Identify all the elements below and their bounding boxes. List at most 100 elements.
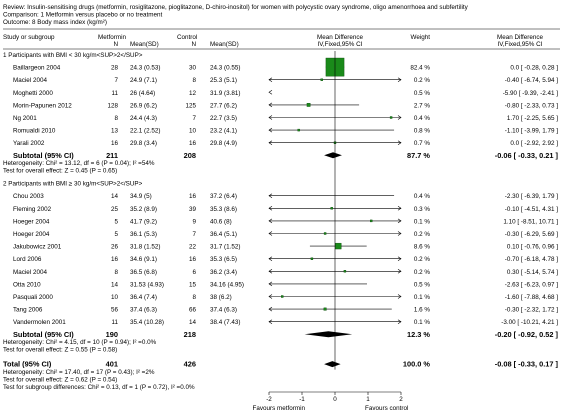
study-row-1-5-n-control: 7 <box>192 115 196 122</box>
study-row-2-8-meansd-experimental: 31.53 (4.93) <box>130 281 164 288</box>
outcome-title: Outcome: 8 Body mass index (kg/m²) <box>3 19 107 26</box>
study-row-2-5-n-control: 22 <box>189 244 197 251</box>
study-column-header: Study or subgroup <box>3 34 55 41</box>
study-row-2-2-left-arrow <box>268 206 273 211</box>
study-row-2-1-weight: 0.4 % <box>414 193 431 200</box>
subtotal-1-diamond <box>324 152 342 159</box>
study-row-2-10-effect-box <box>323 307 327 311</box>
md-ci-column-header: Mean Difference <box>497 34 544 41</box>
subtotal-2-overall-effect: Test for overall effect: Z = 0.55 (P = 0… <box>3 347 117 354</box>
study-row-1-2-left-arrow <box>268 77 273 82</box>
study-row-1-5-n-experimental: 8 <box>114 115 118 122</box>
study-row-1-6-effect-box <box>297 128 300 132</box>
study-row-2-11-name: Vandermolen 2001 <box>13 319 66 326</box>
x-axis-tick-label-0: -2 <box>266 396 272 403</box>
study-row-2-9-meansd-control: 38 (6.2) <box>210 294 232 301</box>
study-row-1-4-left-arrow <box>268 102 273 108</box>
study-row-2-6-weight: 0.2 % <box>414 256 431 263</box>
study-row-2-8-n-control: 15 <box>189 281 197 288</box>
total-n-experimental: 401 <box>106 360 118 369</box>
study-row-1-7-md-ci: 0.0 [ -2.92, 2.92 ] <box>510 140 558 147</box>
study-row-2-10-meansd-experimental: 37.4 (6.3) <box>130 307 157 314</box>
study-row-2-4-name: Hoeger 2004 <box>13 231 50 238</box>
control-group-header: Control <box>177 34 197 41</box>
study-row-2-6-n-control: 16 <box>189 256 197 263</box>
study-row-1-7-n-experimental: 16 <box>111 140 119 147</box>
study-row-1-5-effect-box <box>389 116 393 119</box>
study-row-2-6-meansd-experimental: 34.6 (9.1) <box>130 256 157 263</box>
study-row-2-4-meansd-experimental: 36.1 (5.3) <box>130 231 157 238</box>
study-row-2-6-n-experimental: 16 <box>111 256 119 263</box>
study-row-1-2-name: Maciel 2004 <box>13 77 47 84</box>
subtotal-1-n-experimental: 211 <box>106 151 118 160</box>
study-row-2-7-meansd-control: 36.2 (3.4) <box>210 269 237 276</box>
study-row-1-7-n-control: 16 <box>189 140 197 147</box>
study-row-2-10-name: Tang 2006 <box>13 307 43 314</box>
column-headers: Study or subgroup Metformin N Mean(SD) C… <box>3 28 560 50</box>
study-row-2-6-name: Lord 2006 <box>13 256 42 263</box>
subtotal-2-weight: 12.3 % <box>407 330 430 339</box>
study-row-2-4-n-control: 7 <box>192 231 196 238</box>
total-weight: 100.0 % <box>403 360 431 369</box>
study-row-2-3-n-experimental: 5 <box>114 218 118 225</box>
study-row-2-2-name: Fleming 2002 <box>13 206 52 213</box>
study-row-2-9-n-experimental: 10 <box>111 294 119 301</box>
study-row-2-6-right-arrow <box>397 256 402 261</box>
study-row-2-1-name: Chou 2003 <box>13 193 44 200</box>
study-row-1-3-left-arrow <box>268 90 273 95</box>
study-row-2-1-meansd-experimental: 34.9 (5) <box>130 193 152 200</box>
study-row-2-11-meansd-control: 38.4 (7.43) <box>210 319 240 326</box>
study-row-2-8-md-ci: -2.63 [ -6.23, 0.97 ] <box>505 281 558 288</box>
study-row-1-2-weight: 0.2 % <box>414 77 431 84</box>
study-row-1-3-n-experimental: 11 <box>111 90 118 97</box>
study-row-1-2-meansd-control: 25.3 (5.1) <box>210 77 237 84</box>
study-row-1-5-weight: 0.4 % <box>414 115 431 122</box>
study-row-1-6-n-experimental: 13 <box>111 128 119 135</box>
study-row-1-3-meansd-control: 31.9 (3.81) <box>210 90 240 97</box>
favours-left-label: Favours metformin <box>253 405 306 412</box>
study-row-1-5-right-arrow <box>397 115 402 120</box>
study-row-2-3-left-arrow <box>268 218 273 224</box>
study-row-2-7-md-ci: 0.30 [ -5.14, 5.74 ] <box>507 269 558 276</box>
subgroup-1-title: 1 Participants with BMI < 30 kg/m<SUP>2<… <box>3 52 143 59</box>
subgroup-differences-test: Test for subgroup differences: Chi² = 0.… <box>3 384 195 391</box>
weight-column-header: Weight <box>411 34 431 41</box>
study-row-1-7-weight: 0.7 % <box>414 140 431 147</box>
study-row-2-8-name: Otta 2010 <box>13 281 41 288</box>
study-row-2-4-meansd-control: 36.4 (5.1) <box>210 231 237 238</box>
control-meansd-header: Mean(SD) <box>210 41 239 48</box>
md-method-header: IV,Fixed,95% CI <box>318 41 363 48</box>
study-row-1-1-n-control: 30 <box>189 65 197 72</box>
study-row-1-1-n-experimental: 28 <box>111 65 119 72</box>
study-row-2-8-weight: 0.5 % <box>414 281 431 288</box>
study-row-1-4-md-ci: -0.80 [ -2.33, 0.73 ] <box>505 102 558 109</box>
study-row-1-6-md-ci: -1.10 [ -3.99, 1.79 ] <box>505 128 558 135</box>
study-row-1-7-meansd-experimental: 29.8 (3.4) <box>130 140 157 147</box>
study-row-2-2-weight: 0.3 % <box>414 206 431 213</box>
study-row-2-11-right-arrow <box>397 319 402 324</box>
study-row-2-9-left-arrow <box>268 294 273 299</box>
subtotal-2-md-ci: -0.20 [ -0.92, 0.52 ] <box>495 330 559 339</box>
study-row-1-1-name: Baillargeon 2004 <box>13 65 61 72</box>
study-row-1-7-left-arrow <box>268 140 273 145</box>
study-row-2-6-effect-box <box>310 257 314 260</box>
study-row-2-2-right-arrow <box>397 206 402 211</box>
study-row-1-2-n-experimental: 7 <box>114 77 118 84</box>
study-row-1-5-meansd-control: 22.7 (3.5) <box>210 115 237 122</box>
study-row-1-4-meansd-control: 27.7 (6.2) <box>210 102 237 109</box>
favours-right-label: Favours control <box>365 405 408 412</box>
study-row-2-7-effect-box <box>343 270 347 273</box>
study-row-2-8-n-experimental: 14 <box>111 281 119 288</box>
study-row-2-2-n-control: 39 <box>189 206 197 213</box>
x-axis-tick-label-1: -1 <box>299 396 305 403</box>
study-row-2-7-name: Maciel 2004 <box>13 269 47 276</box>
subtotal-2-diamond <box>304 331 353 338</box>
study-row-1-6-weight: 0.8 % <box>414 128 431 135</box>
study-row-2-10-n-experimental: 56 <box>111 307 119 314</box>
study-row-2-2-meansd-experimental: 35.2 (8.9) <box>130 206 157 213</box>
study-row-1-6-n-control: 10 <box>189 128 197 135</box>
subtotal-1-md-ci: -0.06 [ -0.33, 0.21 ] <box>495 151 559 160</box>
subtotal-2-label: Subtotal (95% CI) <box>13 330 74 339</box>
study-row-1-6-left-arrow <box>268 127 273 133</box>
total-n-control: 426 <box>184 360 196 369</box>
